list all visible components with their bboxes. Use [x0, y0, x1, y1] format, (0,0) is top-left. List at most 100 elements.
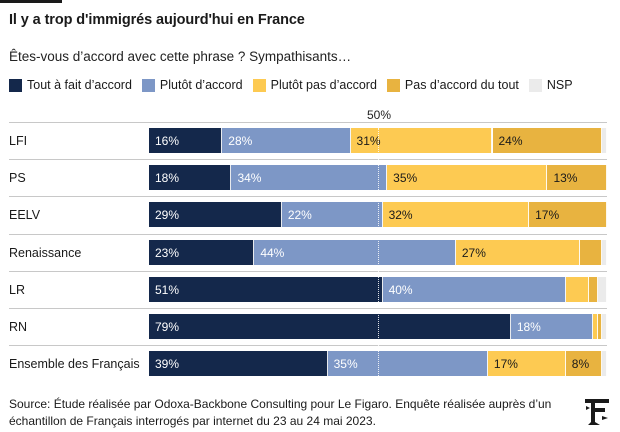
figaro-f-logo-icon: [585, 399, 609, 425]
legend-swatch: [141, 78, 155, 92]
legend-swatch: [386, 78, 400, 92]
category-label: PS: [9, 171, 26, 186]
legend-label: Tout à fait d’accord: [27, 78, 132, 92]
bar-segment: 39%: [149, 351, 328, 377]
bar-segment: 22%: [281, 202, 383, 228]
bar-row: 79% 18%: [149, 314, 607, 339]
bar-segment: 16%: [149, 128, 223, 153]
data-label: 13%: [553, 171, 578, 186]
bar-segment: [597, 314, 603, 339]
category-label: EELV: [9, 208, 41, 223]
bar-row: 16% 28% 31% 24%: [149, 128, 607, 153]
bar-segment: 51%: [149, 276, 383, 302]
bar-segment: 35%: [327, 351, 488, 377]
data-label: 39%: [155, 357, 180, 372]
data-label: 40%: [388, 282, 413, 297]
data-label: 28%: [228, 134, 253, 148]
legend-item: NSP: [528, 78, 573, 92]
bar-segment: 40%: [382, 276, 566, 302]
bar-segment: 31%: [350, 128, 493, 153]
legend-label: Plutôt d’accord: [159, 78, 243, 92]
legend-item: Plutôt d’accord: [141, 78, 243, 92]
legend-label: Pas d’accord du tout: [404, 78, 519, 92]
data-label: 35%: [333, 357, 358, 372]
bar-segment: 18%: [149, 165, 232, 191]
chart-subtitle: Êtes-vous d’accord avec cette phrase ? S…: [9, 49, 352, 64]
bar-segment: [597, 276, 607, 302]
bar-segment: 29%: [149, 202, 282, 228]
row-separator: [9, 122, 607, 123]
bar-segment: 18%: [510, 314, 594, 339]
data-label: 27%: [461, 245, 486, 260]
bar-segment: [565, 276, 589, 302]
bar-segment: 34%: [231, 165, 388, 191]
data-label: 8%: [571, 357, 590, 372]
bar-segment: [579, 239, 603, 265]
source-note: Source: Étude réalisée par Odoxa-Backbon…: [9, 396, 569, 430]
data-label: 16%: [155, 134, 180, 148]
bar-segment: 23%: [149, 239, 255, 265]
data-label: 17%: [493, 357, 518, 372]
data-label: 34%: [237, 171, 262, 186]
data-label: 44%: [260, 245, 285, 260]
bar-row: 51% 40%: [149, 276, 607, 302]
bar-segment: 44%: [254, 239, 456, 265]
bar-segment: [602, 128, 607, 153]
row-separator: [9, 159, 607, 161]
reference-line-label: 50%: [367, 108, 392, 122]
bar-segment: 27%: [455, 239, 580, 265]
category-label: RN: [9, 320, 28, 334]
chart-title: Il y a trop d'immigrés aujourd'hui en Fr…: [9, 12, 305, 28]
legend-label: NSP: [546, 78, 573, 92]
legend-swatch: [252, 78, 266, 92]
source-line-1: Source: Étude réalisée par Odoxa-Backbon…: [9, 397, 552, 411]
data-label: 31%: [356, 134, 381, 148]
bar-segment: 17%: [487, 351, 566, 377]
category-label: Renaissance: [9, 245, 82, 260]
bar-segment: [602, 351, 607, 377]
bar-row: 39% 35% 17% 8%: [149, 351, 607, 377]
legend-swatch: [9, 78, 22, 92]
bar-row: 29% 22% 32% 17%: [149, 202, 607, 228]
row-separator: [9, 308, 607, 309]
bar-segment: 8%: [565, 351, 603, 377]
legend-item: Plutôt pas d’accord: [252, 78, 377, 92]
data-label: 29%: [155, 208, 180, 223]
category-label: LFI: [9, 134, 28, 148]
bar-segment: 32%: [382, 202, 530, 228]
legend: Tout à fait d’accord Plutôt d’accord Plutô…: [9, 78, 583, 92]
bar-segment: 79%: [149, 314, 511, 339]
category-label: LR: [9, 282, 25, 297]
data-label: 18%: [516, 320, 541, 334]
bar-segment: 28%: [222, 128, 351, 153]
legend-item: Tout à fait d’accord: [9, 78, 132, 92]
bar-segment: 35%: [387, 165, 548, 191]
reference-line-50: [378, 128, 379, 377]
bar-segment: 24%: [492, 128, 603, 153]
category-label: Ensemble des Français: [9, 357, 140, 372]
bar-segment: [593, 314, 598, 339]
row-separator: [9, 270, 607, 272]
data-label: 22%: [287, 208, 312, 223]
bar-segment: [602, 314, 607, 339]
data-label: 35%: [393, 171, 418, 186]
data-label: 24%: [498, 134, 523, 148]
bar-segment: 17%: [529, 202, 607, 228]
data-label: 23%: [155, 245, 180, 260]
bar-segment: [588, 276, 598, 302]
row-separator: [9, 196, 607, 198]
source-line-2: échantillon de Français interrogés par i…: [9, 414, 376, 428]
top-rule: [0, 0, 62, 3]
legend-item: Pas d’accord du tout: [386, 78, 519, 92]
data-label: 51%: [155, 282, 180, 297]
bar-segment: 13%: [547, 165, 607, 191]
bar-segment: [602, 239, 607, 265]
data-label: 18%: [155, 171, 180, 186]
row-separator: [9, 233, 607, 235]
bar-row: 18% 34% 35% 13%: [149, 165, 607, 191]
legend-swatch: [528, 78, 542, 92]
data-label: 79%: [155, 320, 180, 334]
row-separator: [9, 345, 607, 347]
bar-row: 23% 44% 27%: [149, 239, 607, 265]
data-label: 17%: [535, 208, 560, 223]
